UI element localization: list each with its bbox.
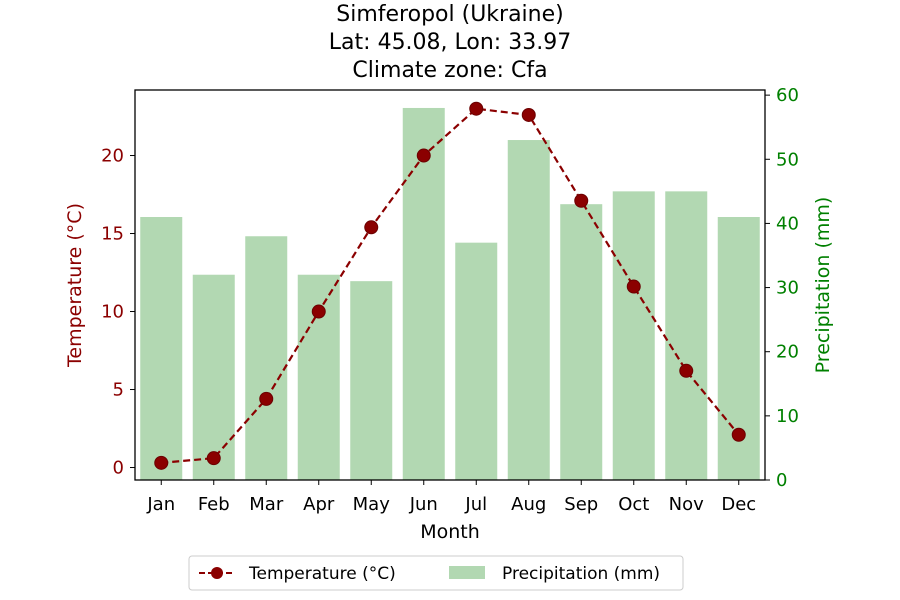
y-tick-label-precipitation-60: 60 — [776, 85, 799, 106]
precipitation-bar-sep — [560, 204, 603, 481]
precipitation-bar-jan — [140, 217, 183, 480]
title-line-1: Simferopol (Ukraine) — [336, 2, 563, 27]
title-line-2: Lat: 45.08, Lon: 33.97 — [329, 30, 571, 55]
x-tick-label-nov: Nov — [669, 494, 704, 515]
precipitation-bar-oct — [612, 191, 655, 480]
legend-temperature-marker-icon — [211, 567, 223, 579]
x-tick-label-oct: Oct — [618, 494, 649, 515]
y-tick-label-temperature-15: 15 — [101, 224, 124, 245]
temperature-point-aug — [521, 107, 536, 122]
x-tick-label-jun: Jun — [409, 494, 438, 515]
temperature-line — [161, 107, 740, 464]
temperature-point-jan — [154, 455, 169, 470]
legend: Temperature (°C) Precipitation (mm) — [188, 555, 684, 591]
x-tick-label-may: May — [353, 494, 391, 515]
y-tick-label-precipitation-40: 40 — [776, 213, 799, 234]
temperature-point-jul — [469, 101, 484, 116]
legend-precipitation-swatch-icon — [449, 566, 485, 579]
plot-frame — [134, 89, 766, 481]
temperature-point-nov — [679, 363, 694, 378]
temperature-point-sep — [574, 193, 589, 208]
y-tick-label-temperature-10: 10 — [101, 302, 124, 323]
precipitation-bar-feb — [192, 274, 235, 480]
precipitation-bars — [140, 107, 760, 481]
temperature-point-oct — [626, 279, 641, 294]
y-tick-label-temperature-5: 5 — [113, 380, 124, 401]
precipitation-bar-jul — [455, 242, 498, 480]
chart-title: Simferopol (Ukraine) Lat: 45.08, Lon: 33… — [329, 2, 571, 83]
x-tick-label-sep: Sep — [564, 494, 598, 515]
y-axis-precipitation: 0 10 20 30 40 50 60 — [765, 85, 799, 491]
precipitation-bar-aug — [507, 140, 550, 480]
legend-frame — [188, 555, 684, 591]
y-axis-label-temperature: Temperature (°C) — [64, 203, 86, 368]
x-tick-label-feb: Feb — [198, 494, 230, 515]
y-tick-label-precipitation-20: 20 — [776, 342, 799, 363]
temperature-point-mar — [259, 391, 274, 406]
temperature-point-dec — [731, 427, 746, 442]
x-axis: Jan Feb Mar Apr May Jun Jul Aug Sep Oct Nov Dec — [146, 480, 756, 515]
y-axis-label-precipitation: Precipitation (mm) — [812, 197, 834, 374]
y-tick-label-precipitation-0: 0 — [776, 470, 787, 491]
temperature-point-may — [364, 220, 379, 235]
temperature-point-apr — [311, 304, 326, 319]
x-axis-label: Month — [420, 521, 480, 543]
title-line-3: Climate zone: Cfa — [352, 58, 547, 83]
y-tick-label-precipitation-10: 10 — [776, 406, 799, 427]
legend-temperature-label: Temperature (°C) — [248, 564, 396, 584]
x-tick-label-apr: Apr — [303, 494, 335, 515]
y-tick-label-precipitation-50: 50 — [776, 149, 799, 170]
y-tick-label-temperature-0: 0 — [113, 458, 124, 479]
x-tick-label-aug: Aug — [511, 494, 546, 515]
y-tick-label-precipitation-30: 30 — [776, 278, 799, 299]
x-tick-label-jul: Jul — [464, 494, 487, 515]
temperature-point-feb — [206, 451, 221, 466]
x-tick-label-dec: Dec — [721, 494, 756, 515]
precipitation-bar-mar — [245, 236, 288, 480]
precipitation-bar-may — [350, 281, 393, 480]
precipitation-bar-nov — [665, 191, 708, 480]
x-tick-label-mar: Mar — [249, 494, 284, 515]
temperature-point-jun — [416, 148, 431, 163]
temperature-line-group — [154, 101, 746, 470]
x-tick-label-jan: Jan — [146, 494, 175, 515]
legend-precipitation-label: Precipitation (mm) — [502, 564, 660, 584]
y-axis-temperature: 0 5 10 15 20 — [101, 146, 135, 479]
y-tick-label-temperature-20: 20 — [101, 146, 124, 167]
precipitation-bar-jun — [402, 107, 445, 481]
